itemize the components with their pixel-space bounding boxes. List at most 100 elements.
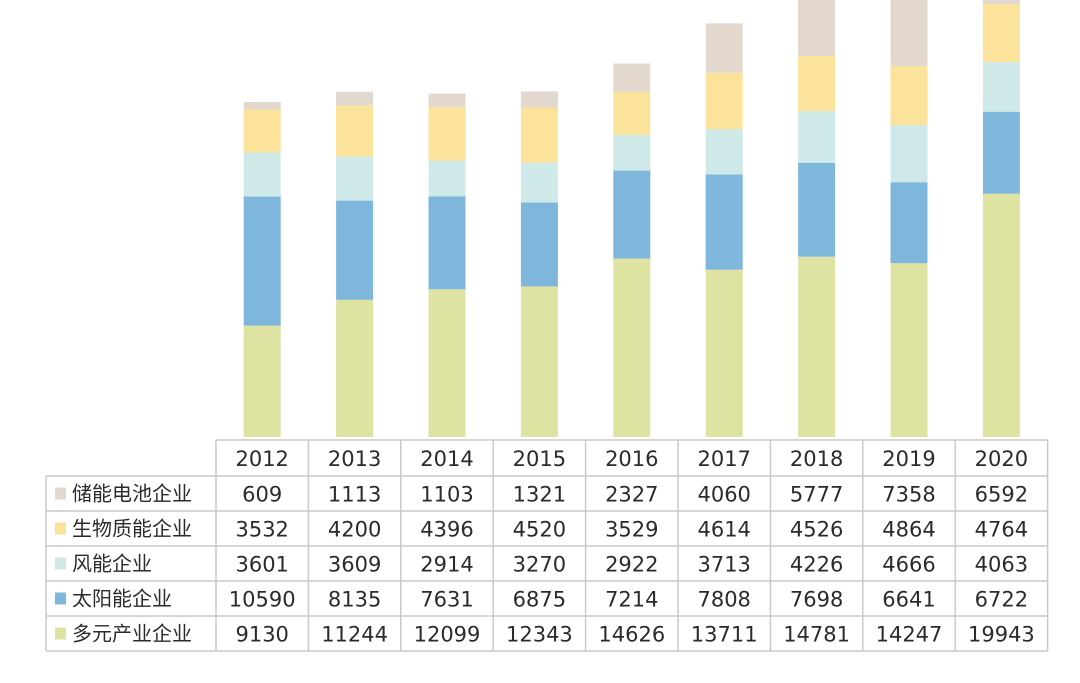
data-label-4-2015: 1321: [513, 483, 566, 507]
year-label-2018: 2018: [790, 447, 843, 471]
bar-segment-2016-1: [613, 170, 651, 259]
data-label-4-2014: 1103: [420, 483, 473, 507]
data-label-4-2016: 2327: [605, 483, 658, 507]
bar-segment-2014-1: [428, 196, 466, 290]
data-label-1-2015: 6875: [513, 588, 566, 612]
legend-swatch-3: [55, 522, 66, 535]
bar-segment-2016-2: [613, 134, 651, 171]
data-label-2-2016: 2922: [605, 553, 658, 577]
bar-segment-2017-4: [705, 23, 743, 73]
bar-segment-2015-0: [520, 286, 558, 437]
year-label-2019: 2019: [882, 447, 935, 471]
bar-segment-2014-0: [428, 289, 466, 437]
bar-segment-2012-2: [243, 152, 281, 197]
data-label-0-2016: 14626: [598, 623, 665, 647]
bar-segment-2014-4: [428, 93, 466, 108]
bar-segment-2015-3: [520, 107, 558, 163]
bar-segment-2020-1: [982, 111, 1020, 194]
bar-segment-2013-1: [336, 200, 374, 300]
data-label-3-2020: 4764: [975, 518, 1028, 542]
data-label-2-2013: 3609: [328, 553, 381, 577]
bar-segment-2015-2: [520, 162, 558, 203]
data-label-1-2017: 7808: [697, 588, 750, 612]
data-label-4-2017: 4060: [697, 483, 750, 507]
bar-segment-2015-4: [520, 91, 558, 108]
data-label-3-2012: 3532: [235, 518, 288, 542]
bar-segment-2014-2: [428, 160, 466, 197]
bar-segment-2012-4: [243, 101, 281, 110]
bar-segment-2016-3: [613, 91, 651, 135]
bar-segment-2017-1: [705, 174, 743, 270]
data-label-2-2015: 3270: [513, 553, 566, 577]
bar-segment-2019-2: [890, 125, 928, 183]
series-label-1: 太阳能企业: [72, 587, 172, 611]
bar-segment-2020-0: [982, 193, 1020, 437]
data-label-4-2019: 7358: [882, 483, 935, 507]
bar-segment-2012-3: [243, 109, 281, 153]
bar-segment-2012-1: [243, 196, 281, 326]
data-label-3-2019: 4864: [882, 518, 935, 542]
data-label-4-2020: 6592: [975, 483, 1028, 507]
series-label-2: 风能企业: [72, 552, 152, 576]
year-label-2017: 2017: [697, 447, 750, 471]
data-label-0-2018: 14781: [783, 623, 850, 647]
bar-segment-2020-4: [982, 0, 1020, 4]
series-label-0: 多元产业企业: [72, 622, 192, 646]
year-label-2013: 2013: [328, 447, 381, 471]
year-label-2012: 2012: [235, 447, 288, 471]
bar-segment-2013-3: [336, 105, 374, 157]
bar-segment-2017-2: [705, 129, 743, 175]
data-label-0-2015: 12343: [506, 623, 573, 647]
bar-segment-2018-1: [798, 162, 836, 257]
data-table: 2012 2013 2014 2015 2016 2017 2018 2019 2020 储能电池…: [45, 439, 1049, 652]
data-label-3-2016: 3529: [605, 518, 658, 542]
data-label-0-2013: 11244: [321, 623, 388, 647]
data-label-1-2016: 7214: [605, 588, 658, 612]
bar-segment-2017-0: [705, 269, 743, 437]
data-label-1-2013: 8135: [328, 588, 381, 612]
bar-segment-2016-0: [613, 258, 651, 437]
data-label-1-2019: 6641: [882, 588, 935, 612]
data-label-3-2018: 4526: [790, 518, 843, 542]
bar-segment-2016-4: [613, 63, 651, 92]
bar-segment-2013-0: [336, 299, 374, 437]
year-label-2016: 2016: [605, 447, 658, 471]
bar-segment-2018-0: [798, 256, 836, 437]
data-label-2-2017: 3713: [697, 553, 750, 577]
data-label-1-2012: 10590: [229, 588, 296, 612]
data-label-2-2020: 4063: [975, 553, 1028, 577]
data-label-2-2018: 4226: [790, 553, 843, 577]
data-label-4-2018: 5777: [790, 483, 843, 507]
bar-segment-2012-0: [243, 325, 281, 437]
series-label-3: 生物质能企业: [72, 517, 192, 541]
data-label-4-2013: 1113: [328, 483, 381, 507]
bar-segment-2019-3: [890, 65, 928, 126]
data-label-4-2012: 609: [242, 483, 282, 507]
data-label-3-2017: 4614: [697, 518, 750, 542]
year-label-2014: 2014: [420, 447, 473, 471]
bar-segment-2014-3: [428, 107, 466, 161]
data-label-2-2019: 4666: [882, 553, 935, 577]
legend-swatch-0: [55, 627, 66, 640]
legend-swatch-1: [55, 592, 66, 605]
bars-area: [243, 0, 1020, 437]
data-label-0-2017: 13711: [691, 623, 758, 647]
bar-segment-2017-3: [705, 72, 743, 130]
data-label-3-2014: 4396: [420, 518, 473, 542]
data-label-1-2014: 7631: [420, 588, 473, 612]
series-label-4: 储能电池企业: [72, 482, 192, 506]
bar-segment-2020-2: [982, 62, 1020, 112]
data-label-3-2015: 4520: [513, 518, 566, 542]
data-label-0-2012: 9130: [235, 623, 288, 647]
bar-segment-2018-3: [798, 55, 836, 112]
year-label-2020: 2020: [975, 447, 1028, 471]
bar-segment-2019-1: [890, 182, 928, 264]
data-label-1-2020: 6722: [975, 588, 1028, 612]
bar-segment-2020-3: [982, 4, 1020, 63]
legend-swatch-4: [55, 487, 66, 500]
year-label-2015: 2015: [513, 447, 566, 471]
data-label-0-2019: 14247: [876, 623, 943, 647]
bar-segment-2013-2: [336, 156, 374, 201]
data-label-1-2018: 7698: [790, 588, 843, 612]
bar-segment-2018-4: [798, 0, 836, 56]
